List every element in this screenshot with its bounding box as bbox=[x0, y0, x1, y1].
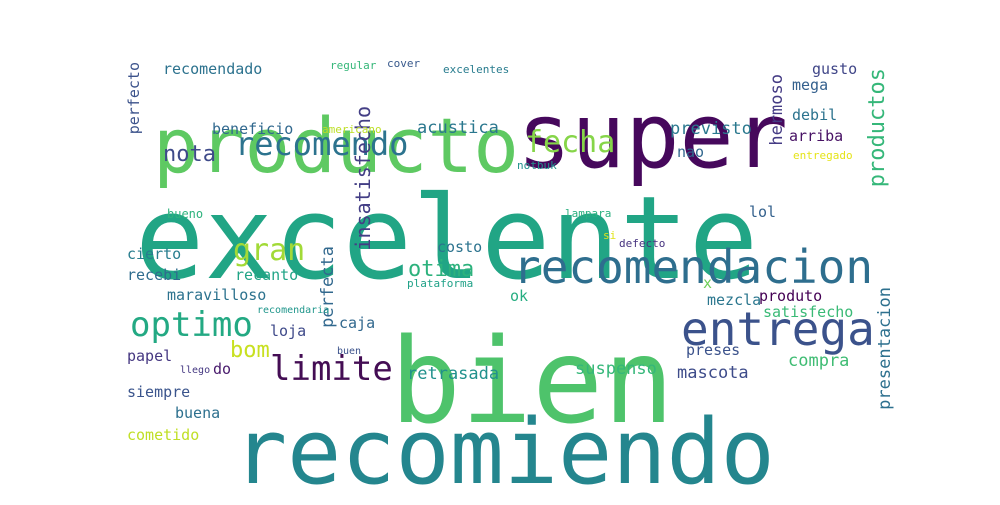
word-maravilloso: maravilloso bbox=[167, 286, 267, 304]
word-retrasada: retrasada bbox=[407, 364, 500, 384]
word-excelente: excelente bbox=[135, 172, 759, 306]
word-hermoso: hermoso bbox=[767, 74, 787, 146]
word-cloud-canvas: excelente bien recomiendo super producto… bbox=[125, 50, 900, 498]
word-costo: costo bbox=[437, 238, 483, 256]
word-americano: americano bbox=[322, 123, 382, 136]
word-do: do bbox=[213, 360, 232, 378]
word-beneficio: beneficio bbox=[212, 120, 294, 138]
word-x: x bbox=[703, 274, 713, 292]
word-plataforma: plataforma bbox=[407, 277, 474, 290]
word-caja: caja bbox=[339, 314, 376, 332]
word-papel: papel bbox=[127, 347, 173, 365]
word-perfecto: perfecto bbox=[125, 62, 143, 135]
word-productos: productos bbox=[865, 68, 890, 188]
word-recomendacion: recomendacion bbox=[513, 240, 874, 294]
word-defecto: defecto bbox=[619, 237, 666, 250]
word-arriba: arriba bbox=[789, 127, 844, 145]
word-satisfecho: satisfecho bbox=[763, 303, 854, 321]
word-nota: nota bbox=[163, 142, 216, 167]
word-cierto: cierto bbox=[127, 245, 182, 263]
word-bueno: bueno bbox=[167, 207, 204, 221]
word-bom: bom bbox=[230, 338, 270, 363]
word-mascota: mascota bbox=[677, 363, 749, 383]
word-excelentes: excelentes bbox=[443, 63, 510, 76]
word-ok: ok bbox=[510, 287, 529, 305]
word-producto: producto bbox=[153, 101, 520, 190]
word-nao: nao bbox=[677, 143, 705, 161]
word-optimo: optimo bbox=[130, 305, 253, 345]
word-limite: limite bbox=[270, 349, 393, 389]
word-produto: produto bbox=[759, 287, 823, 305]
word-cover: cover bbox=[387, 57, 421, 70]
word-bien: bien bbox=[390, 312, 675, 450]
word-acustica: acustica bbox=[417, 118, 499, 138]
word-suspenso: suspenso bbox=[575, 359, 657, 379]
word-loja: loja bbox=[270, 322, 307, 340]
word-compra: compra bbox=[788, 351, 850, 371]
word-super: super bbox=[517, 84, 788, 189]
word-regular: regular bbox=[330, 59, 377, 72]
word-preses: preses bbox=[686, 341, 741, 359]
word-entregado: entregado bbox=[793, 149, 853, 162]
word-recomendo: recomendo bbox=[235, 125, 409, 163]
word-notbuk: notbuk bbox=[517, 159, 557, 172]
word-recomendado: recomendado bbox=[163, 60, 263, 78]
word-mega: mega bbox=[792, 76, 829, 94]
word-si: si bbox=[603, 229, 617, 242]
word-otima: otima bbox=[408, 257, 475, 282]
word-lol: lol bbox=[749, 203, 777, 221]
word-llego: llego bbox=[180, 365, 211, 376]
word-buen: buen bbox=[337, 346, 362, 357]
word-fecha: fecha bbox=[525, 125, 616, 160]
word-mezcla: mezcla bbox=[707, 291, 762, 309]
word-gusto: gusto bbox=[812, 60, 858, 78]
word-siempre: siempre bbox=[127, 383, 191, 401]
word-debil: debil bbox=[792, 106, 838, 124]
word-recanto: recanto bbox=[235, 266, 299, 284]
word-presentacion: presentacion bbox=[875, 287, 895, 410]
word-recebi: recebi bbox=[127, 266, 182, 284]
word-entrega: entrega bbox=[681, 302, 875, 356]
word-gran: gran bbox=[233, 233, 306, 268]
word-buena: buena bbox=[175, 404, 221, 422]
word-recomiendo: recomiendo bbox=[233, 400, 775, 505]
word-cometido: cometido bbox=[127, 426, 200, 444]
word-recomendaria: recomendaria bbox=[257, 305, 330, 316]
word-lampara: lampara bbox=[565, 207, 612, 220]
word-previsto: previsto bbox=[670, 119, 752, 139]
